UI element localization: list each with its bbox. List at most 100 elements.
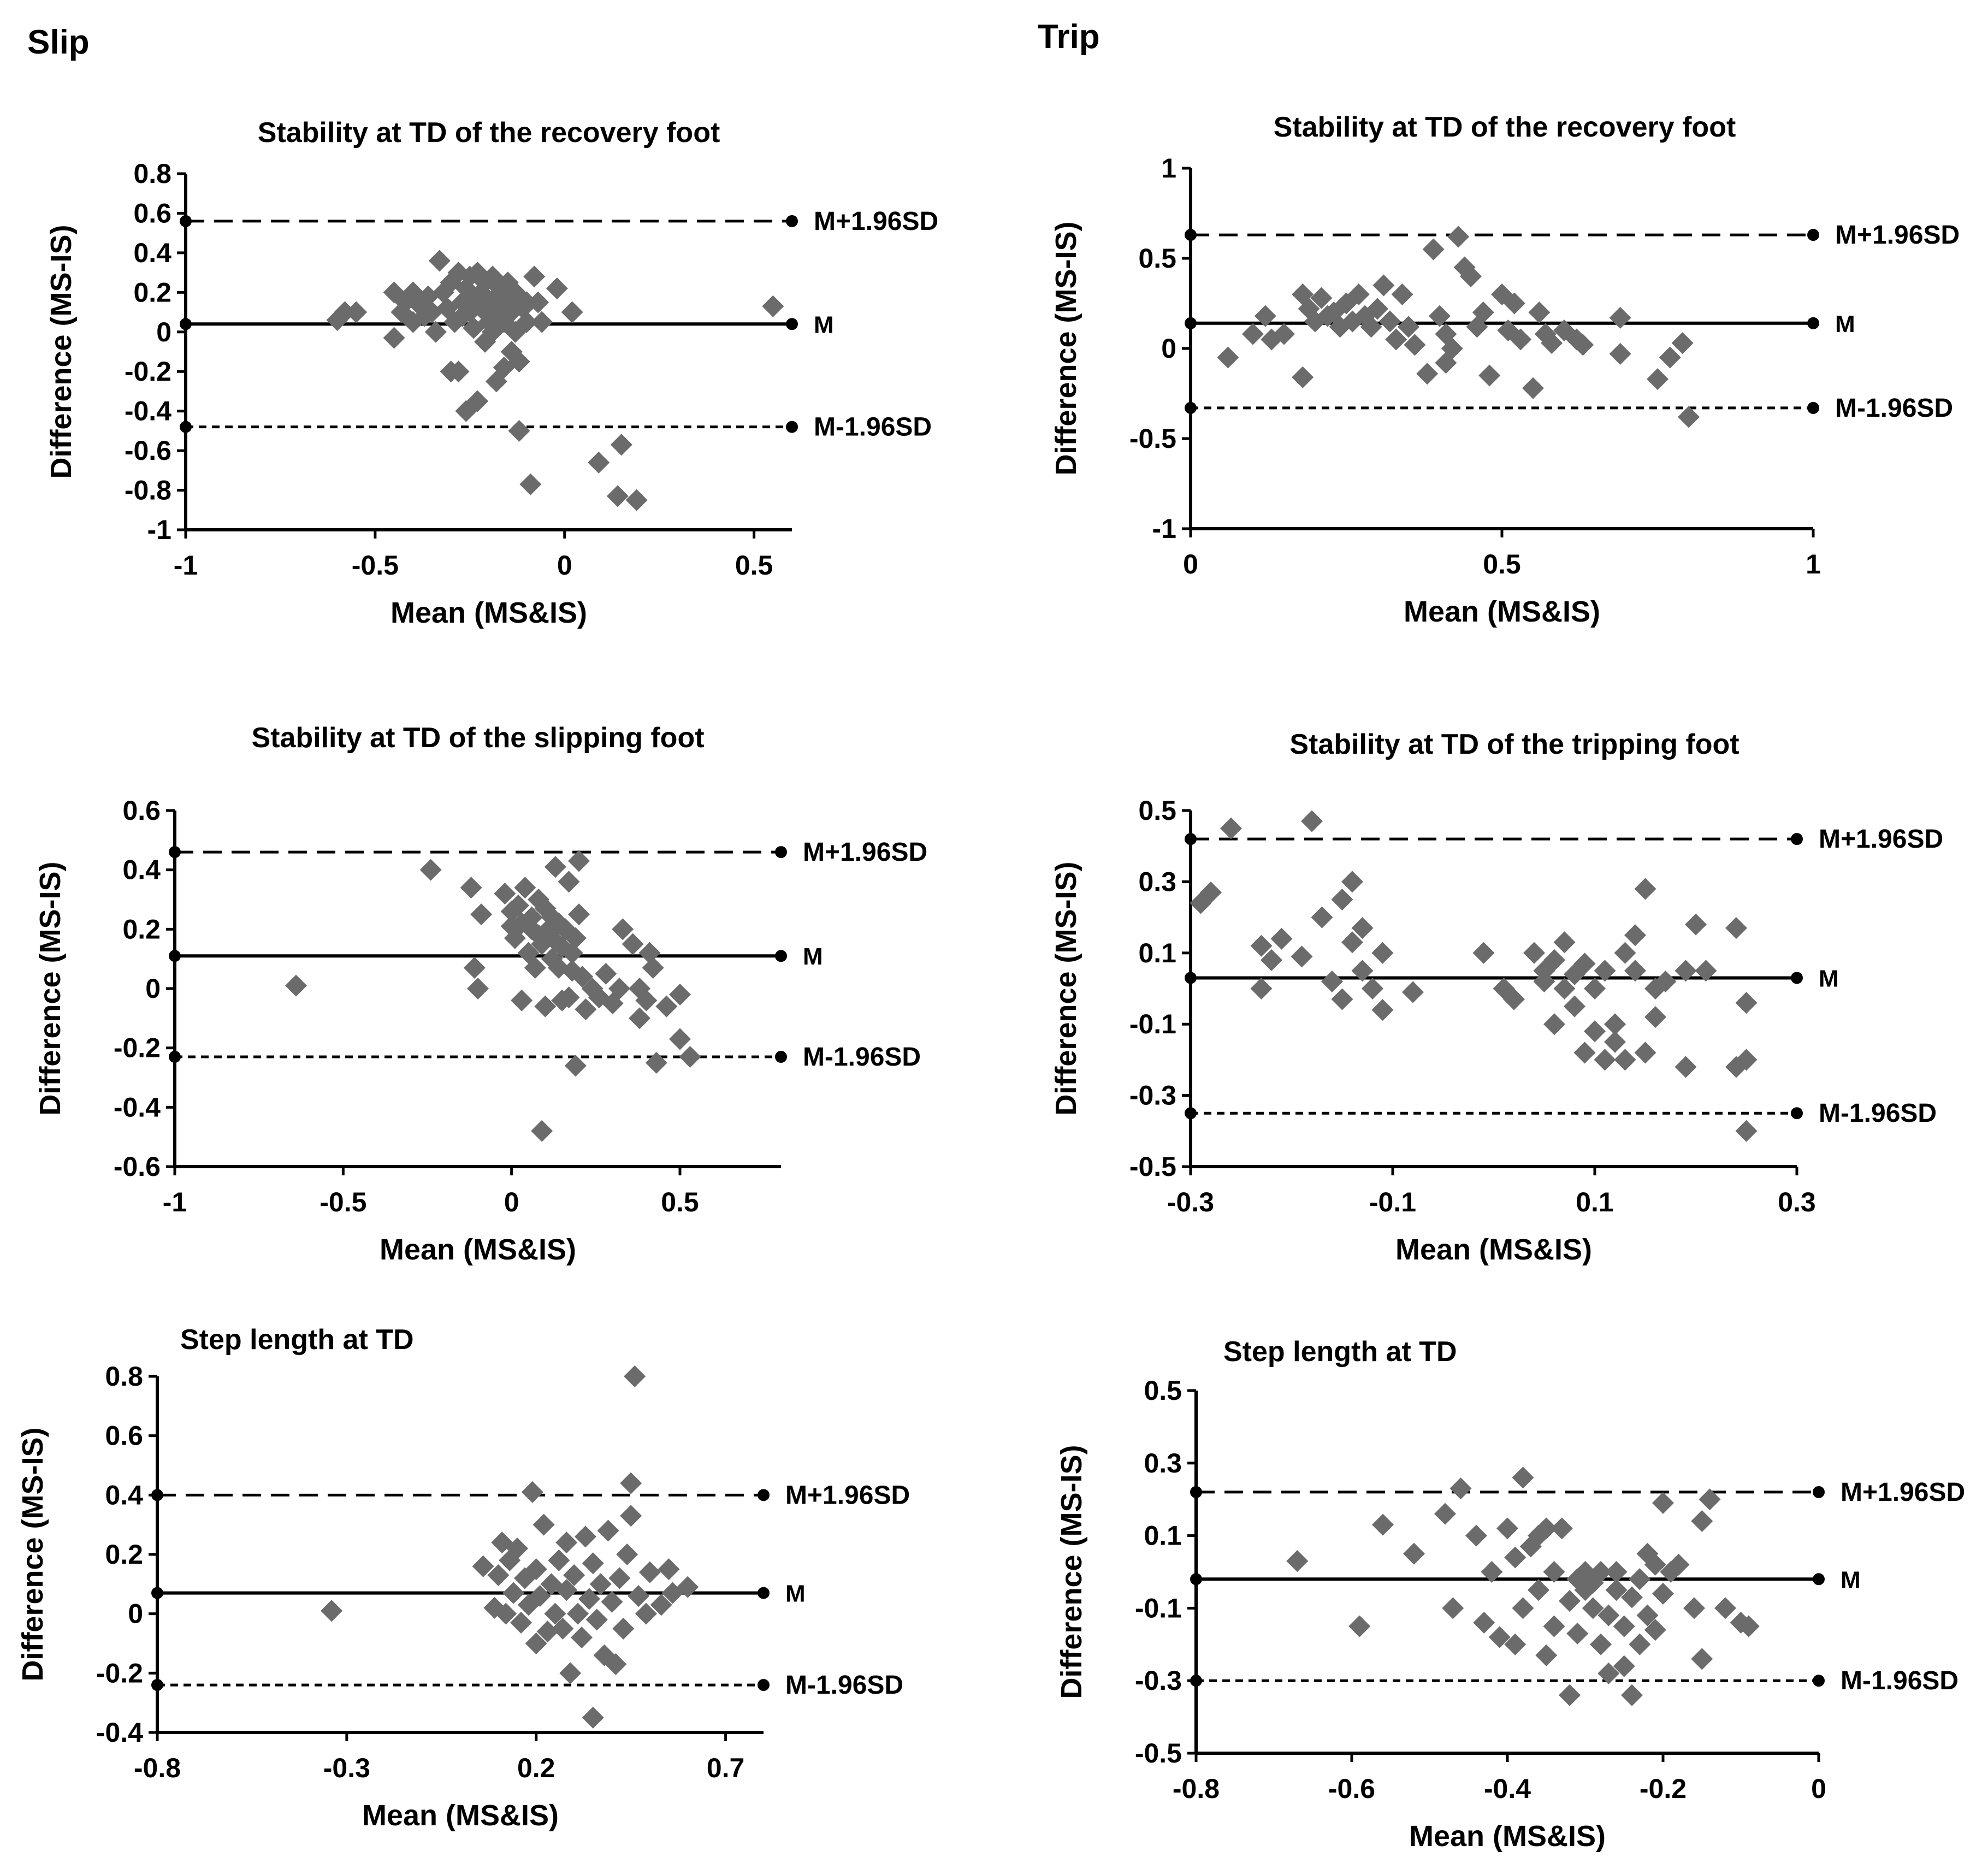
data-point bbox=[658, 1558, 680, 1581]
data-point bbox=[1659, 346, 1681, 369]
data-point bbox=[1685, 913, 1707, 936]
chart-title: Stability at TD of the recovery foot bbox=[258, 117, 720, 149]
data-point bbox=[625, 489, 648, 511]
reference-label-mean: M bbox=[1835, 311, 1855, 338]
data-point bbox=[558, 986, 580, 1009]
data-point bbox=[1644, 1553, 1666, 1576]
data-point bbox=[1351, 960, 1374, 982]
data-point bbox=[463, 956, 486, 979]
y-tick-label: 0.4 bbox=[122, 855, 161, 885]
data-point bbox=[620, 1505, 642, 1527]
data-point bbox=[1614, 1049, 1636, 1071]
data-point bbox=[1735, 1120, 1758, 1142]
data-point bbox=[1541, 332, 1563, 354]
data-point bbox=[1429, 305, 1451, 327]
reference-dot-left-mean bbox=[169, 950, 181, 962]
y-tick-label: 0.4 bbox=[105, 1480, 143, 1510]
data-point bbox=[638, 1561, 661, 1583]
y-tick-label: -0.3 bbox=[1135, 1665, 1182, 1696]
data-point bbox=[1533, 970, 1555, 992]
x-tick-label: -0.6 bbox=[1328, 1773, 1375, 1804]
data-point bbox=[1553, 978, 1576, 999]
reference-label-mean: M bbox=[1819, 965, 1839, 992]
data-point bbox=[1404, 334, 1426, 356]
y-tick-label: 0.4 bbox=[133, 238, 171, 268]
x-axis-label: Mean (MS&IS) bbox=[362, 1799, 559, 1832]
data-point bbox=[531, 311, 553, 333]
reference-dot-left-mean bbox=[1190, 1573, 1202, 1586]
data-point bbox=[1441, 338, 1463, 359]
data-point bbox=[1590, 1561, 1612, 1583]
data-point bbox=[1391, 283, 1413, 305]
chart-panels: Stability at TD of the recovery foot 0.8 0… bbox=[16, 111, 1965, 1853]
data-point bbox=[544, 856, 566, 878]
data-point bbox=[1261, 949, 1282, 971]
chart-panel-trip-steplength: Step length at TD 0.5 0.3 0.1 -0.1 -0.3 -0.5 -0… bbox=[1055, 1336, 1965, 1853]
data-point bbox=[612, 1617, 635, 1640]
data-point bbox=[561, 301, 583, 323]
data-point bbox=[1675, 960, 1697, 982]
data-point bbox=[1553, 931, 1576, 954]
x-tick-label: 0 bbox=[557, 550, 572, 581]
chart-panel-slip-recovery: Stability at TD of the recovery foot 0.8 0… bbox=[45, 117, 938, 629]
x-axis-label: Mean (MS&IS) bbox=[1404, 595, 1600, 628]
data-point bbox=[629, 1007, 650, 1030]
data-point bbox=[1347, 283, 1370, 305]
x-tick-label: -0.3 bbox=[323, 1753, 370, 1783]
data-point bbox=[1559, 1590, 1581, 1612]
data-point bbox=[467, 978, 489, 999]
data-point bbox=[1434, 1503, 1456, 1525]
data-point bbox=[642, 956, 664, 979]
data-point bbox=[285, 974, 307, 997]
reference-dot-left-upper bbox=[1190, 1486, 1202, 1498]
reference-dot-left-lower bbox=[1185, 1107, 1197, 1120]
data-point bbox=[1398, 316, 1419, 338]
data-point bbox=[510, 1611, 532, 1634]
x-axis-label: Mean (MS&IS) bbox=[1395, 1233, 1592, 1266]
data-point bbox=[1624, 960, 1646, 982]
data-point bbox=[472, 1555, 494, 1577]
reference-dot-right-mean bbox=[1807, 317, 1819, 329]
data-point bbox=[588, 451, 610, 474]
data-point bbox=[1341, 931, 1363, 954]
x-tick-label: 0.1 bbox=[1576, 1187, 1614, 1217]
y-tick-label: 0.5 bbox=[1138, 795, 1176, 826]
data-point bbox=[555, 1579, 578, 1601]
data-point bbox=[1737, 1615, 1760, 1637]
reference-dot-left-lower bbox=[180, 421, 192, 433]
data-point bbox=[516, 291, 538, 314]
data-point bbox=[1503, 988, 1525, 1010]
data-point bbox=[466, 390, 489, 412]
data-point bbox=[1503, 292, 1525, 315]
data-point bbox=[1371, 999, 1394, 1021]
data-point bbox=[1678, 406, 1700, 428]
data-point bbox=[1629, 1633, 1651, 1655]
x-tick-label: 0 bbox=[1811, 1773, 1826, 1804]
data-point bbox=[561, 942, 583, 964]
data-point bbox=[527, 291, 549, 314]
y-tick-label: -0.2 bbox=[96, 1658, 143, 1688]
data-point bbox=[1695, 960, 1717, 982]
data-point bbox=[1566, 1622, 1589, 1645]
reference-label-lower: M-1.96SD bbox=[1835, 394, 1953, 423]
x-tick-label: -0.4 bbox=[1484, 1773, 1531, 1804]
data-point bbox=[506, 1537, 529, 1560]
x-tick-label: -0.2 bbox=[1640, 1773, 1687, 1804]
reference-dot-right-upper bbox=[775, 846, 787, 859]
y-tick-label: 0.1 bbox=[1138, 938, 1176, 968]
reference-label-mean: M bbox=[785, 1581, 806, 1607]
data-point bbox=[1594, 1049, 1616, 1071]
x-tick-label: -1 bbox=[163, 1187, 187, 1217]
y-tick-label: 0.1 bbox=[1144, 1521, 1182, 1551]
data-point bbox=[1449, 1477, 1472, 1500]
y-tick-label: 0.5 bbox=[1144, 1375, 1182, 1406]
data-point bbox=[1366, 298, 1388, 320]
data-point bbox=[559, 1662, 582, 1684]
data-point bbox=[487, 1564, 510, 1587]
data-point bbox=[1321, 970, 1343, 992]
y-tick-label: 0 bbox=[1161, 333, 1176, 364]
data-point bbox=[552, 1617, 574, 1640]
data-point bbox=[321, 1600, 343, 1622]
data-point bbox=[511, 989, 533, 1012]
